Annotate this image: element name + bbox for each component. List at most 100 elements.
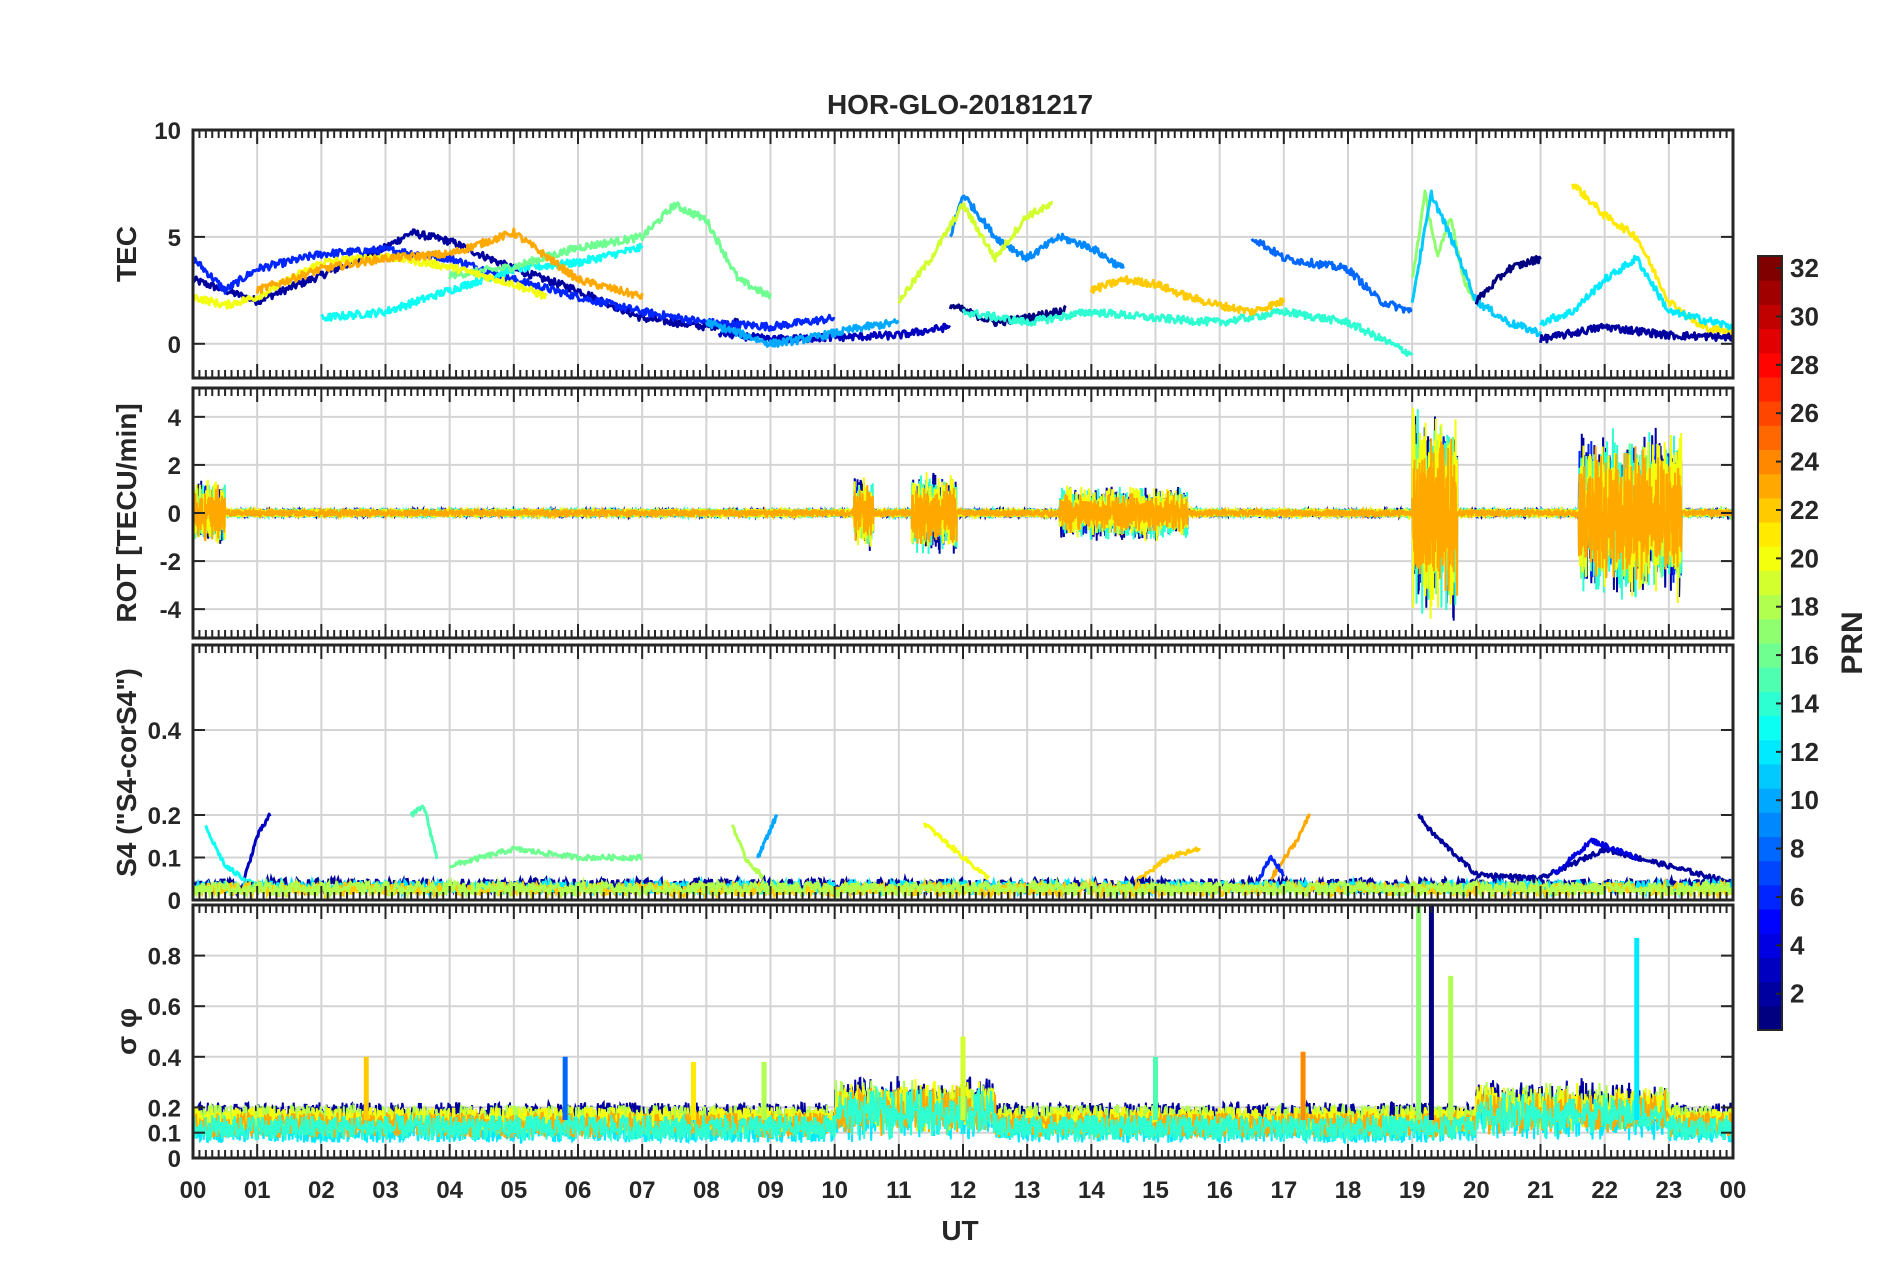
colorbar-step — [1758, 425, 1782, 450]
series-prn-9 — [949, 194, 1125, 270]
y-axis-label: ROT [TECU/min] — [111, 403, 142, 622]
series-prn-15 — [409, 804, 439, 860]
x-tick-label: 18 — [1335, 1177, 1362, 1204]
panel-rot: -4 -2 0 2 4 ROT [TECU/min] — [111, 386, 1735, 640]
x-tick-label: 20 — [1463, 1177, 1490, 1204]
colorbar-frame — [1757, 255, 1783, 1031]
y-tick-label: 0.8 — [148, 944, 181, 971]
series-prn-10 — [756, 814, 779, 859]
x-tick-label: 17 — [1270, 1177, 1297, 1204]
y-tick-label: 0 — [168, 1146, 181, 1173]
series-prn-20 — [923, 822, 991, 881]
chart-title: HOR-GLO-20181217 — [827, 89, 1093, 120]
x-tick-label: 03 — [372, 1177, 399, 1204]
colorbar-tick-label: 4 — [1790, 930, 1805, 960]
series-prn-8 — [1250, 238, 1413, 314]
series-prn-1 — [1474, 255, 1542, 305]
panel-tec: 0 5 10 TEC — [111, 118, 1735, 380]
colorbar-tick-label: 12 — [1790, 737, 1819, 767]
x-ticks — [192, 905, 1734, 1158]
colorbar-step — [1758, 909, 1782, 934]
y-tick-label: 0.2 — [148, 1095, 181, 1122]
y-tick-label: 10 — [154, 118, 181, 145]
y-tick-label: 2 — [168, 453, 181, 480]
x-tick-label: 15 — [1142, 1177, 1169, 1204]
x-tick-label: 02 — [308, 1177, 335, 1204]
colorbar-tick-label: 28 — [1790, 350, 1819, 380]
colorbar-tick-label: 18 — [1790, 592, 1819, 622]
series-prn-23 — [255, 227, 644, 300]
x-tick-label: 06 — [565, 1177, 592, 1204]
x-tick-labels: 00 01 02 03 04 05 06 07 08 09 10 11 12 13 14 15 16 17 18 19… — [180, 1177, 1747, 1204]
x-tick-label: 21 — [1527, 1177, 1554, 1204]
series-prn-16 — [448, 845, 643, 869]
y-axis-label: TEC — [111, 226, 142, 282]
colorbar-tick-label: 8 — [1790, 834, 1804, 864]
colorbar-step — [1758, 376, 1782, 402]
y-tick-label: 5 — [168, 225, 181, 252]
x-tick-label: 23 — [1655, 1177, 1682, 1204]
series-prn-22 — [1122, 846, 1201, 895]
series-prn-23 — [193, 438, 1733, 596]
colorbar-step — [1758, 957, 1782, 983]
colorbar-step — [1758, 328, 1782, 354]
colorbar-tick-label: 14 — [1790, 688, 1819, 718]
y-tick-label: 0.6 — [148, 994, 181, 1021]
series-prn-10 — [704, 318, 900, 348]
series-prn-18 — [730, 823, 766, 882]
x-tick-label: 04 — [436, 1177, 463, 1204]
colorbar-tick-label: 24 — [1790, 447, 1819, 477]
x-axis-label: UT — [941, 1215, 978, 1246]
series-prn-4 — [1552, 837, 1639, 876]
colorbar-step — [1758, 763, 1782, 789]
x-ticks — [192, 130, 1734, 378]
y-axis-label: S4 ("S4-corS4") — [111, 668, 142, 877]
colorbar-step — [1758, 522, 1782, 547]
y-tick-label: 0.4 — [148, 1045, 182, 1072]
series-prn-6 — [193, 245, 836, 332]
x-tick-label: 01 — [244, 1177, 271, 1204]
colorbar-step — [1758, 1005, 1782, 1031]
series-prn-17 — [1410, 189, 1478, 301]
y-tick-label: 0.1 — [148, 846, 181, 873]
x-tick-label: 10 — [821, 1177, 848, 1204]
y-tick-label: 4 — [168, 405, 182, 432]
colorbar-tick-label: 20 — [1790, 543, 1819, 573]
colorbar-step — [1758, 812, 1782, 837]
series-prn-14 — [961, 307, 1414, 357]
x-tick-label: 13 — [1014, 1177, 1041, 1204]
x-tick-label: 22 — [1591, 1177, 1618, 1204]
x-tick-label: 05 — [500, 1177, 527, 1204]
series-prn-16 — [448, 201, 772, 300]
colorbar-tick-label: 22 — [1790, 495, 1819, 525]
colorbar-tick-label: 32 — [1790, 253, 1819, 283]
y-axis-label: σ φ — [111, 1008, 142, 1055]
colorbar-step — [1758, 570, 1782, 596]
series-prn-3 — [242, 812, 272, 880]
y-tick-label: -4 — [160, 597, 182, 624]
x-tick-label: 00 — [180, 1177, 207, 1204]
y-tick-label: 0.1 — [148, 1121, 181, 1148]
data-layer — [193, 407, 1733, 621]
panel-sigma: 00.10.2 0.4 0.6 0.8 σ φ — [111, 903, 1735, 1173]
series-prn-2 — [1539, 322, 1733, 344]
colorbar-step — [1758, 280, 1782, 305]
colorbar-tick-label: 2 — [1790, 979, 1804, 1009]
colorbar-step — [1758, 860, 1782, 886]
x-ticks — [192, 388, 1734, 638]
data-layer — [193, 905, 1733, 1145]
colorbar-label: PRN — [1836, 611, 1869, 674]
x-tick-label: 07 — [629, 1177, 656, 1204]
colorbar-step — [1758, 618, 1782, 644]
data-layer — [193, 183, 1733, 357]
colorbar-tick-label: 6 — [1790, 882, 1804, 912]
y-tick-label: 0 — [168, 501, 181, 528]
panel-s4: 0 0.1 0.2 0.4S4 ("S4-corS4") — [111, 643, 1735, 915]
y-tick-label: 0.2 — [148, 803, 181, 830]
colorbar-step — [1758, 667, 1782, 692]
series-prn-2 — [1417, 813, 1733, 886]
colorbar-step — [1758, 715, 1782, 741]
